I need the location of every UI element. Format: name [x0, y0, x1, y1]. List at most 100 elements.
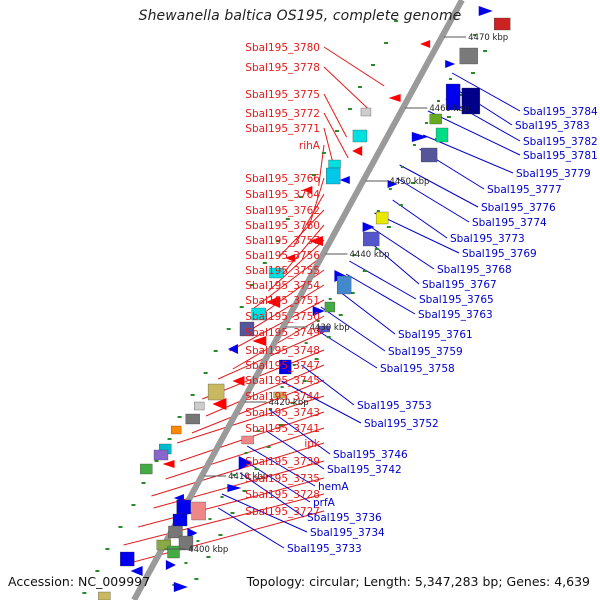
gene-label-reverse: Sbal195_3768: [437, 264, 512, 276]
gene-box: [194, 401, 205, 411]
gene-label-reverse: Sbal195_3761: [398, 329, 473, 341]
leader-line: [307, 177, 325, 230]
gene-box: [375, 211, 389, 225]
gene-arrow: [352, 146, 363, 156]
gene-box: [185, 413, 200, 425]
strand-tick: [262, 262, 267, 264]
gene-label-reverse: Sbal195_3782: [523, 136, 598, 148]
leader-line: [229, 299, 325, 352]
strand-tick: [388, 188, 392, 190]
strand-tick: [338, 314, 343, 316]
gene-box: [328, 159, 341, 169]
leader-line: [323, 112, 349, 159]
strand-tick: [230, 512, 235, 514]
gene-arrow: [420, 40, 431, 48]
scale-label: 4420 kbp: [269, 398, 309, 408]
strand-tick: [398, 204, 403, 206]
gene-arrow: [312, 306, 325, 316]
leader-line: [281, 380, 362, 424]
gene-arrow: [285, 254, 296, 262]
gene-box: [172, 513, 188, 527]
leader-line: [243, 284, 325, 335]
gene-label-reverse: hemA: [318, 481, 349, 493]
gene-label-reverse: prfA: [313, 497, 336, 509]
strand-tick: [424, 122, 428, 124]
gene-label-reverse: Sbal195_3769: [462, 248, 537, 260]
gene-arrow: [232, 376, 245, 386]
strand-tick: [357, 86, 362, 88]
scale-label: 4430 kbp: [310, 323, 350, 333]
strand-tick: [311, 174, 316, 176]
leader-line: [293, 193, 325, 248]
gene-box: [273, 391, 286, 399]
strand-tick: [328, 298, 332, 300]
gene-arrow: [302, 186, 313, 194]
gene-box: [140, 463, 153, 475]
gene-label-reverse: Sbal195_3752: [364, 418, 439, 430]
strand-tick: [410, 182, 415, 184]
gene-label-forward: Sbal195_3739: [245, 456, 320, 468]
strand-tick: [400, 166, 404, 168]
leader-line: [316, 329, 378, 369]
strand-tick: [483, 50, 488, 52]
strand-tick: [82, 592, 87, 594]
gene-label-forward: Sbal195_3728: [245, 489, 320, 501]
scale-label: 4470 kbp: [468, 33, 508, 43]
gene-label-forward: Sbal195_3766: [245, 173, 320, 185]
strand-tick: [371, 64, 376, 66]
gene-label-forward: Sbal195_3772: [245, 108, 320, 120]
strand-tick: [326, 336, 331, 338]
scale-label: 4460 kbp: [429, 104, 469, 114]
gene-label-forward: Sbal195_3750: [245, 311, 320, 323]
strand-tick: [285, 218, 290, 220]
leader-line: [396, 177, 470, 223]
strand-tick: [458, 94, 463, 96]
gene-label-forward: Sbal195_3771: [245, 123, 320, 135]
strand-tick: [394, 20, 399, 22]
strand-tick: [213, 350, 218, 352]
leader-line: [123, 493, 325, 546]
strand-tick: [177, 416, 182, 418]
leader-line: [268, 239, 325, 292]
gene-arrow: [130, 566, 143, 576]
gene-box: [239, 321, 255, 337]
strand-tick: [184, 562, 188, 564]
strand-tick: [290, 402, 295, 404]
gene-label-reverse: Sbal195_3763: [418, 309, 493, 321]
strand-tick: [449, 78, 453, 80]
gene-box: [279, 359, 292, 375]
strand-tick: [256, 430, 260, 432]
strand-tick: [226, 328, 231, 330]
leader-line: [176, 395, 325, 444]
strand-tick: [412, 144, 416, 146]
leader-line: [232, 315, 325, 370]
gene-box: [429, 113, 442, 125]
leader-line: [320, 306, 386, 352]
leader-line: [138, 477, 325, 528]
gene-box: [324, 301, 336, 313]
gene-label-reverse: Sbal195_3733: [287, 543, 362, 555]
strand-tick: [292, 364, 296, 366]
strand-tick: [239, 306, 244, 308]
scale-label: 4400 kbp: [188, 545, 228, 555]
leader-line: [323, 66, 368, 109]
scale-label: 4450 kbp: [389, 177, 429, 187]
strand-tick: [242, 490, 247, 492]
strand-tick: [436, 100, 440, 102]
leader-line: [266, 430, 325, 470]
gene-label-reverse: Sbal195_3753: [357, 400, 432, 412]
gene-box: [461, 87, 481, 115]
gene-box: [167, 545, 180, 559]
gene-label-forward: Sbal195_3756: [245, 250, 320, 262]
gene-box: [178, 535, 194, 551]
leader-line: [221, 493, 308, 533]
gene-box: [336, 275, 352, 295]
gene-arrow: [411, 132, 428, 142]
leader-line: [318, 144, 325, 187]
gene-label-forward: Sbal195_3775: [245, 89, 320, 101]
gene-label-forward: Sbal195_3745: [245, 375, 320, 387]
strand-tick: [302, 380, 307, 382]
gene-arrow: [165, 560, 176, 570]
accession-text: Accession: NC_009997: [8, 574, 151, 589]
gene-label-reverse: Sbal195_3759: [388, 346, 463, 358]
